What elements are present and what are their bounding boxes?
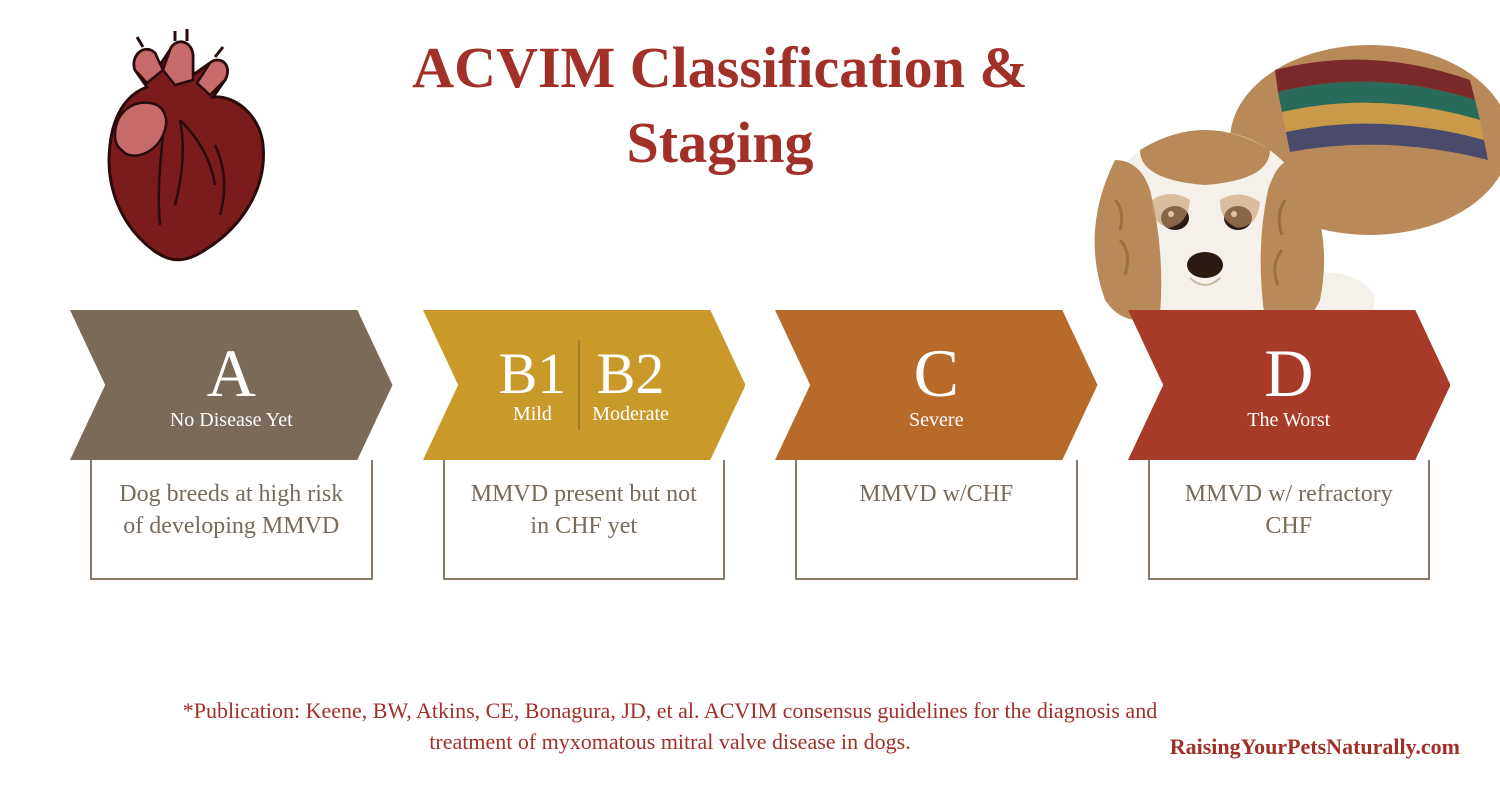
page-title: ACVIM Classification & Staging — [400, 30, 1040, 181]
stages-row: A No Disease Yet Dog breeds at high risk… — [70, 310, 1450, 660]
stage-d-description: MMVD w/ refractory CHF — [1148, 460, 1431, 580]
dog-photo — [1070, 0, 1500, 340]
stage-a: A No Disease Yet Dog breeds at high risk… — [70, 310, 393, 660]
stage-a-letter: A — [207, 339, 256, 407]
stage-b-divider — [578, 340, 580, 430]
website-link[interactable]: RaisingYourPetsNaturally.com — [1170, 734, 1460, 760]
stage-a-description: Dog breeds at high risk of developing MM… — [90, 460, 373, 580]
header: ACVIM Classification & Staging — [0, 0, 1500, 290]
stage-d-letter: D — [1264, 339, 1313, 407]
stage-b1-letter: B1 — [499, 345, 567, 403]
stage-c-arrow: C Severe — [775, 310, 1098, 460]
stage-b2-sublabel: Moderate — [592, 403, 669, 426]
stage-a-sublabel: No Disease Yet — [170, 409, 293, 432]
stage-c-sublabel: Severe — [909, 409, 963, 432]
stage-c-letter: C — [914, 339, 959, 407]
stage-d-sublabel: The Worst — [1247, 409, 1330, 432]
citation-text: *Publication: Keene, BW, Atkins, CE, Bon… — [160, 696, 1180, 758]
stage-c: C Severe MMVD w/CHF — [775, 310, 1098, 660]
stage-b1-sublabel: Mild — [513, 403, 552, 426]
stage-b-description: MMVD present but not in CHF yet — [443, 460, 726, 580]
heart-icon — [75, 25, 305, 275]
stage-d: D The Worst MMVD w/ refractory CHF — [1128, 310, 1451, 660]
stage-b-arrow: B1 Mild B2 Moderate — [423, 310, 746, 460]
stage-c-description: MMVD w/CHF — [795, 460, 1078, 580]
stage-d-arrow: D The Worst — [1128, 310, 1451, 460]
stage-b: B1 Mild B2 Moderate MMVD present but not… — [423, 310, 746, 660]
stage-b2-letter: B2 — [597, 345, 665, 403]
stage-a-arrow: A No Disease Yet — [70, 310, 393, 460]
